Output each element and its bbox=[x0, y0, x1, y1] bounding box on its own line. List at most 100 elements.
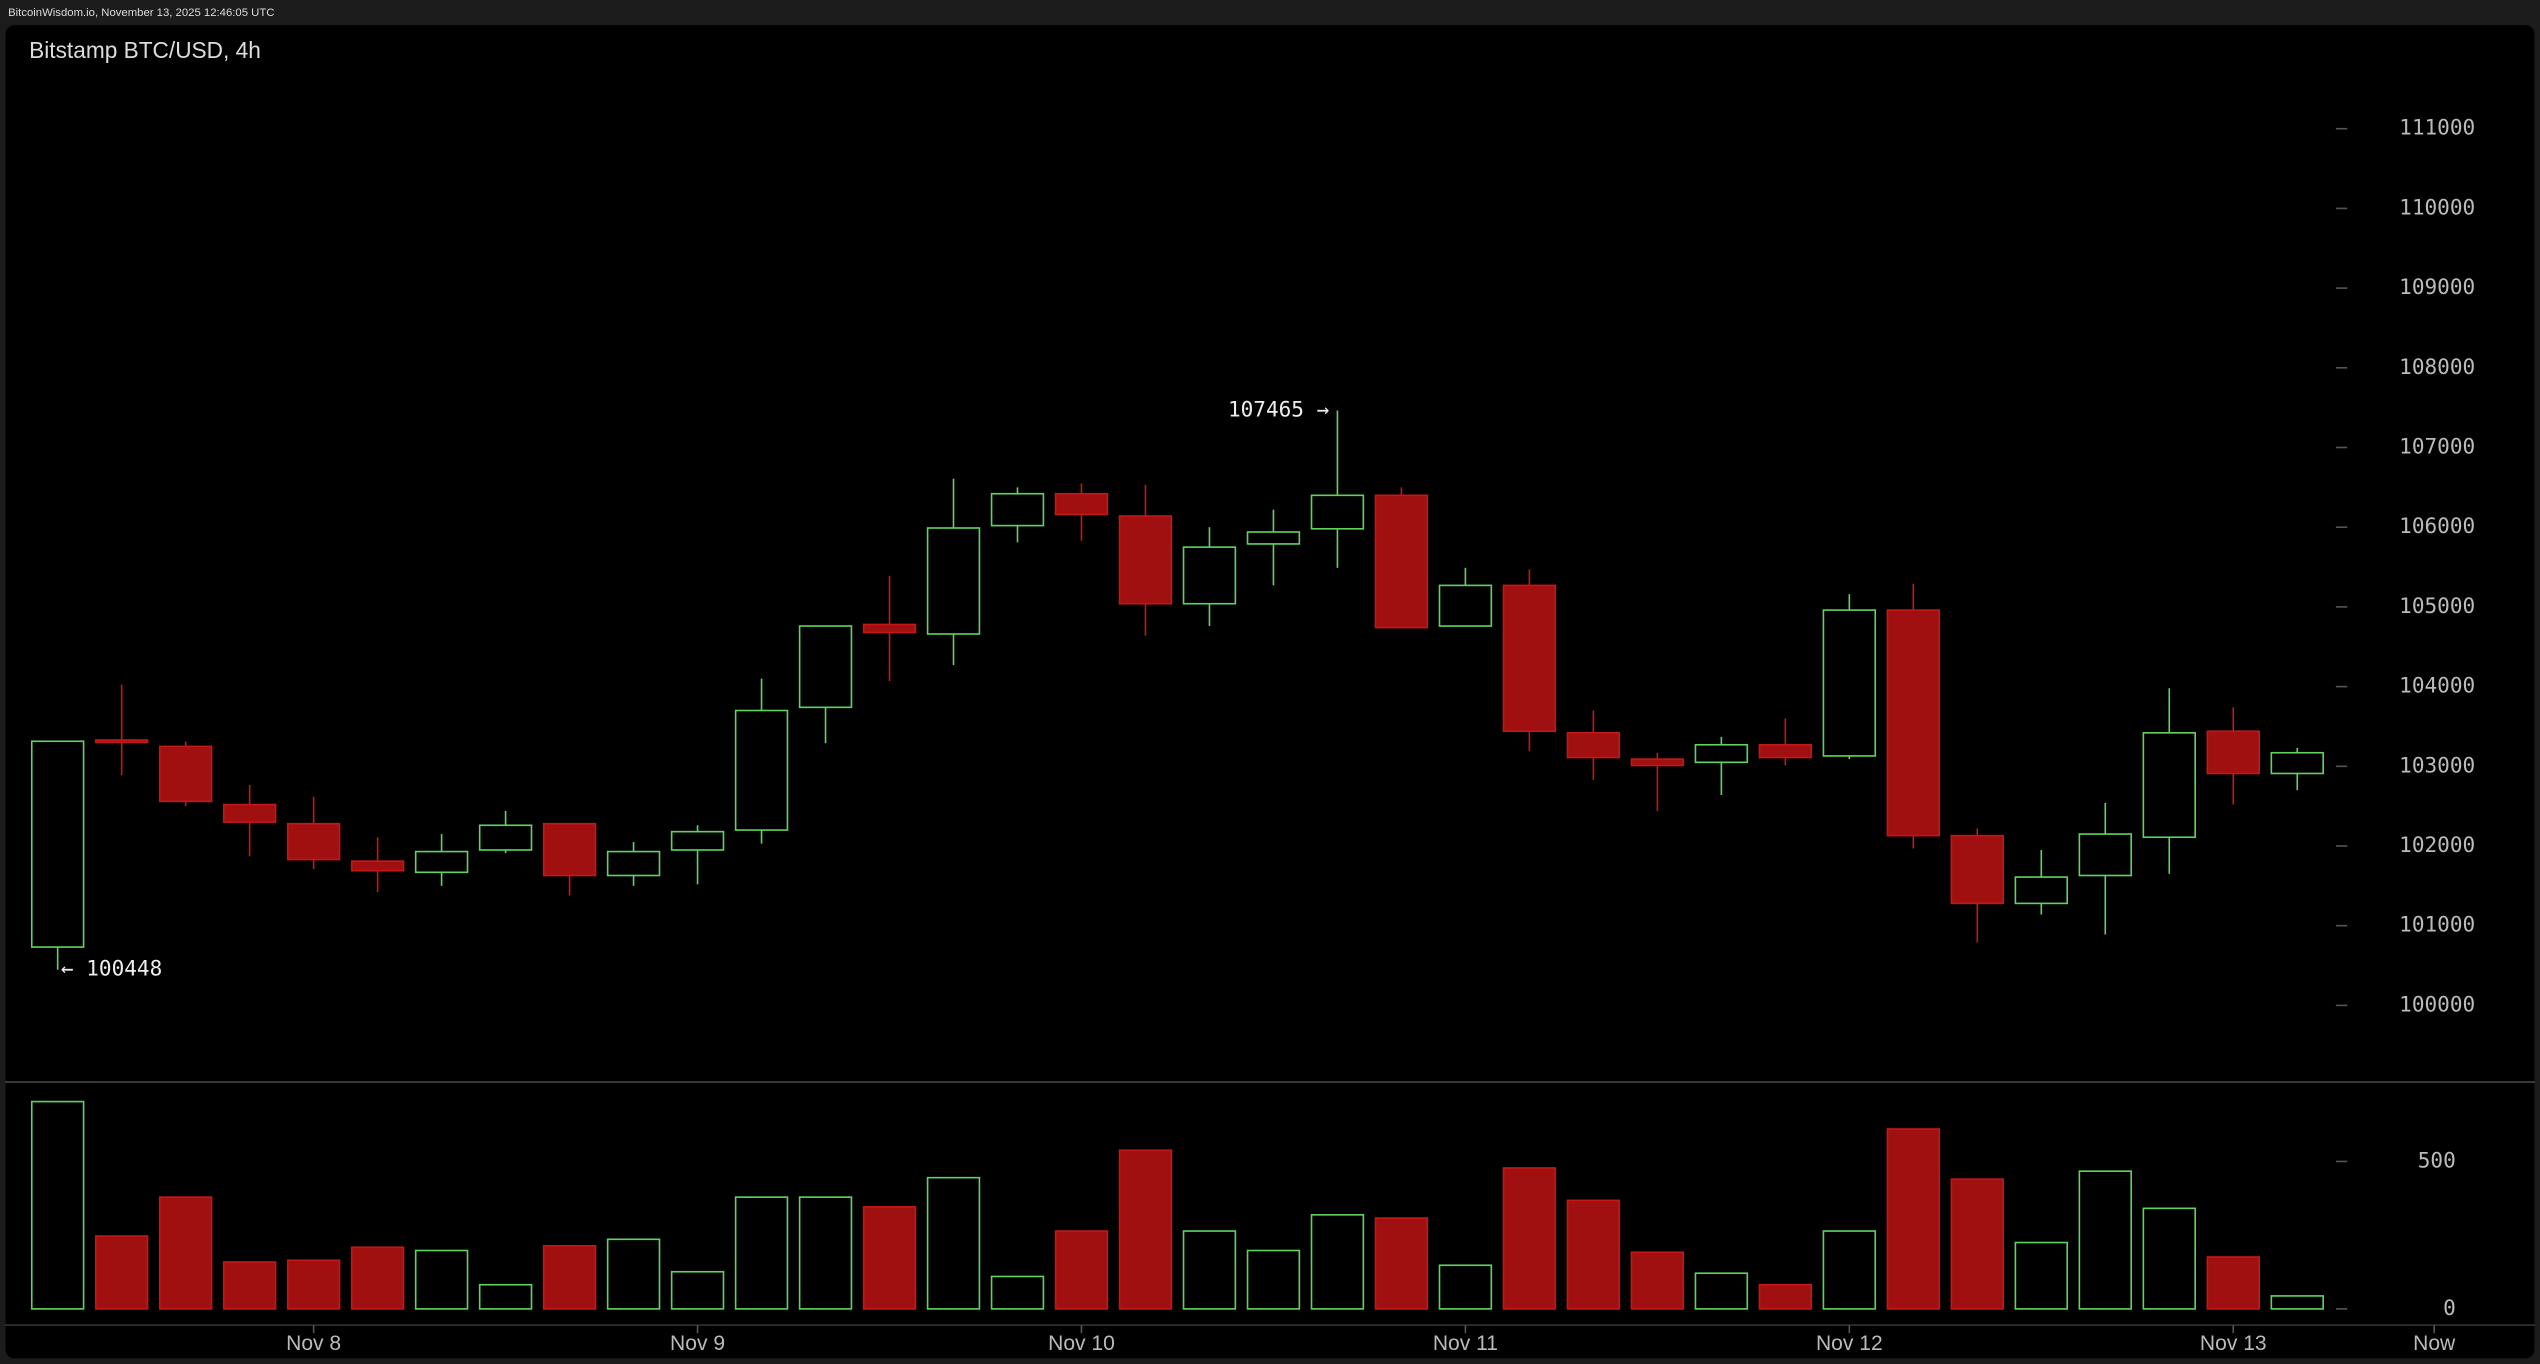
annotation: ← 100448 bbox=[61, 956, 162, 981]
annotation: 107465 → bbox=[1228, 396, 1329, 421]
y-tick-label: 100000 bbox=[2399, 991, 2475, 1016]
x-tick-label: Nov 11 bbox=[1433, 1332, 1498, 1355]
header: BitcoinWisdom.io, November 13, 2025 12:4… bbox=[8, 7, 274, 19]
candle-body bbox=[1822, 609, 1877, 757]
y-tick-label: 101000 bbox=[2399, 912, 2475, 937]
candle-body bbox=[2014, 876, 2069, 905]
candle-body bbox=[1566, 732, 1621, 759]
candle-body bbox=[798, 625, 853, 709]
volume-bar bbox=[926, 1176, 981, 1310]
volume-bar bbox=[1118, 1149, 1173, 1310]
volume-bar bbox=[2206, 1256, 2260, 1310]
candle-body bbox=[94, 739, 149, 744]
candle-body bbox=[1694, 743, 1749, 764]
y-tick-label: 109000 bbox=[2399, 274, 2475, 299]
volume-bar bbox=[1694, 1272, 1749, 1310]
volume-bar bbox=[1054, 1230, 1109, 1310]
candle-body bbox=[1630, 758, 1685, 767]
x-tick-label: Nov 8 bbox=[286, 1332, 341, 1355]
volume-bar bbox=[862, 1206, 917, 1310]
candle-body bbox=[2078, 833, 2133, 877]
volume-bar bbox=[1758, 1283, 1813, 1310]
candle-body bbox=[222, 803, 277, 823]
x-tick-label: Nov 9 bbox=[670, 1332, 725, 1355]
x-tick-label: Now bbox=[2413, 1332, 2456, 1355]
y-tick-label: 106000 bbox=[2399, 513, 2475, 538]
candle-body bbox=[1886, 609, 1941, 837]
volume-bar bbox=[670, 1270, 725, 1310]
volume-bar bbox=[542, 1244, 597, 1310]
candle-body bbox=[670, 830, 725, 851]
y-tick-label: 104000 bbox=[2399, 673, 2475, 698]
candle-body bbox=[1182, 546, 1237, 605]
candle-body bbox=[1118, 515, 1173, 605]
volume-bar bbox=[414, 1249, 469, 1310]
volume-bar bbox=[2142, 1207, 2197, 1310]
y-tick-label: 103000 bbox=[2399, 752, 2475, 777]
volume-tick-label: 0 bbox=[2443, 1295, 2456, 1320]
volume-bar bbox=[1310, 1214, 1365, 1310]
candle-body bbox=[478, 824, 533, 851]
volume-bar bbox=[2014, 1241, 2069, 1310]
x-tick-label: Nov 13 bbox=[2200, 1332, 2267, 1355]
volume-bar bbox=[158, 1196, 213, 1310]
candle-body bbox=[862, 623, 917, 634]
volume-bar bbox=[1566, 1199, 1621, 1310]
candle-body bbox=[414, 850, 469, 874]
volume-bar bbox=[1438, 1264, 1493, 1310]
chart-area bbox=[4, 23, 2536, 1360]
volume-bar bbox=[222, 1261, 277, 1310]
candle-body bbox=[1758, 743, 1813, 759]
candle-body bbox=[286, 822, 341, 861]
candle-body bbox=[1310, 494, 1365, 530]
candle-body bbox=[1374, 494, 1429, 629]
candle-body bbox=[1502, 584, 1557, 733]
y-tick-label: 102000 bbox=[2399, 832, 2475, 857]
volume-bar bbox=[1246, 1249, 1301, 1310]
volume-bar bbox=[30, 1100, 85, 1310]
candle-body bbox=[1246, 531, 1301, 545]
volume-bar bbox=[1630, 1251, 1685, 1310]
y-tick-label: 107000 bbox=[2399, 434, 2475, 459]
candle-body bbox=[158, 745, 213, 803]
volume-bar bbox=[798, 1196, 853, 1310]
x-tick-label: Nov 12 bbox=[1816, 1332, 1883, 1355]
volume-bar bbox=[350, 1246, 405, 1310]
volume-bar bbox=[990, 1275, 1045, 1310]
y-tick-label: 110000 bbox=[2399, 194, 2475, 219]
candle-body bbox=[990, 492, 1045, 527]
x-tick-label: Nov 10 bbox=[1048, 1332, 1115, 1355]
volume-bar bbox=[94, 1235, 149, 1310]
volume-bar bbox=[1182, 1230, 1237, 1310]
candle-body bbox=[2142, 732, 2197, 839]
candle-body bbox=[30, 740, 85, 948]
candle-body bbox=[542, 822, 597, 877]
y-tick-label: 108000 bbox=[2399, 354, 2475, 379]
volume-bar bbox=[1950, 1178, 2005, 1310]
volume-bar bbox=[478, 1283, 533, 1310]
candle-body bbox=[2270, 751, 2324, 775]
volume-tick-label: 500 bbox=[2418, 1147, 2456, 1172]
candle-body bbox=[1438, 584, 1493, 627]
candle-body bbox=[350, 860, 405, 872]
candle-body bbox=[926, 527, 981, 635]
volume-bar bbox=[1886, 1128, 1941, 1310]
volume-bar bbox=[1502, 1167, 1557, 1310]
volume-bar bbox=[1822, 1230, 1877, 1310]
candle-body bbox=[2206, 730, 2260, 775]
volume-bar bbox=[1374, 1217, 1429, 1310]
volume-bar bbox=[606, 1238, 661, 1310]
candle-body bbox=[734, 709, 789, 831]
candle-body bbox=[1054, 492, 1109, 516]
volume-bar bbox=[734, 1196, 789, 1310]
volume-bar bbox=[2078, 1170, 2133, 1310]
chart-title: Bitstamp BTC/USD, 4h bbox=[29, 37, 261, 63]
candle-body bbox=[1950, 834, 2005, 905]
volume-bar bbox=[2270, 1295, 2324, 1310]
volume-bar bbox=[286, 1259, 341, 1310]
y-tick-label: 111000 bbox=[2399, 115, 2475, 140]
candle-body bbox=[606, 850, 661, 877]
y-tick-label: 105000 bbox=[2399, 593, 2475, 618]
